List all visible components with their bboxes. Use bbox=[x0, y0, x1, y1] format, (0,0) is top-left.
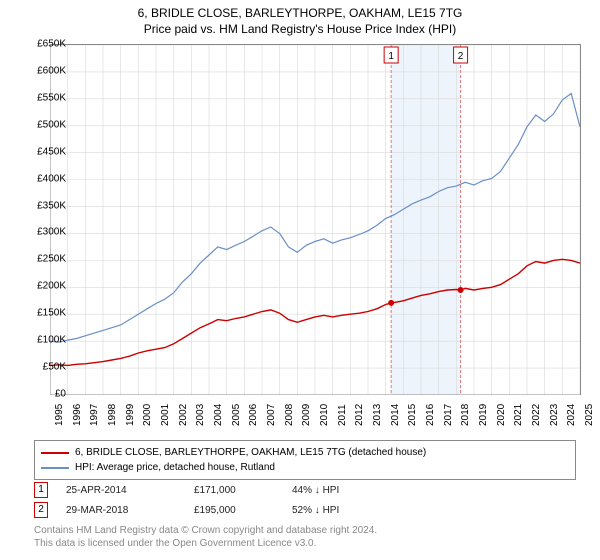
y-tick-label: £250K bbox=[37, 254, 66, 265]
table-row: 2 29-MAR-2018 £195,000 52% ↓ HPI bbox=[34, 502, 382, 518]
legend-swatch bbox=[41, 467, 69, 469]
y-tick-label: £550K bbox=[37, 92, 66, 103]
y-tick-label: £400K bbox=[37, 173, 66, 184]
y-tick-label: £200K bbox=[37, 281, 66, 292]
y-tick-label: £500K bbox=[37, 119, 66, 130]
x-tick-label: 2002 bbox=[178, 404, 189, 426]
x-tick-label: 2025 bbox=[584, 404, 595, 426]
y-tick-label: £300K bbox=[37, 227, 66, 238]
x-tick-label: 2015 bbox=[407, 404, 418, 426]
x-tick-label: 2018 bbox=[460, 404, 471, 426]
y-tick-label: £650K bbox=[37, 39, 66, 50]
x-tick-label: 2010 bbox=[319, 404, 330, 426]
x-tick-label: 2000 bbox=[142, 404, 153, 426]
legend-label: HPI: Average price, detached house, Rutl… bbox=[75, 460, 275, 475]
sale-date: 29-MAR-2018 bbox=[66, 505, 176, 516]
x-tick-label: 2016 bbox=[425, 404, 436, 426]
legend-item: HPI: Average price, detached house, Rutl… bbox=[41, 460, 569, 475]
x-tick-label: 2006 bbox=[248, 404, 259, 426]
legend-item: 6, BRIDLE CLOSE, BARLEYTHORPE, OAKHAM, L… bbox=[41, 445, 569, 460]
marker-badge: 2 bbox=[34, 502, 48, 518]
legend: 6, BRIDLE CLOSE, BARLEYTHORPE, OAKHAM, L… bbox=[34, 440, 576, 480]
legend-swatch bbox=[41, 452, 69, 454]
x-tick-label: 2020 bbox=[496, 404, 507, 426]
x-tick-label: 2007 bbox=[266, 404, 277, 426]
x-tick-label: 2012 bbox=[354, 404, 365, 426]
marker-badge: 1 bbox=[34, 482, 48, 498]
x-tick-label: 2008 bbox=[284, 404, 295, 426]
sale-price: £171,000 bbox=[194, 485, 274, 496]
x-tick-label: 1997 bbox=[89, 404, 100, 426]
x-tick-label: 1999 bbox=[125, 404, 136, 426]
svg-text:1: 1 bbox=[388, 51, 394, 62]
footnote: Contains HM Land Registry data © Crown c… bbox=[34, 524, 377, 550]
x-tick-label: 2014 bbox=[390, 404, 401, 426]
x-tick-label: 1998 bbox=[107, 404, 118, 426]
chart-title: 6, BRIDLE CLOSE, BARLEYTHORPE, OAKHAM, L… bbox=[0, 0, 600, 20]
y-tick-label: £350K bbox=[37, 200, 66, 211]
x-tick-label: 2019 bbox=[478, 404, 489, 426]
table-row: 1 25-APR-2014 £171,000 44% ↓ HPI bbox=[34, 482, 382, 498]
footnote-line: Contains HM Land Registry data © Crown c… bbox=[34, 524, 377, 537]
y-tick-label: £50K bbox=[43, 362, 66, 373]
x-tick-label: 2011 bbox=[337, 404, 348, 426]
x-tick-label: 2022 bbox=[531, 404, 542, 426]
sales-table: 1 25-APR-2014 £171,000 44% ↓ HPI 2 29-MA… bbox=[34, 482, 382, 522]
chart-svg: 12 bbox=[50, 45, 580, 395]
x-tick-label: 2003 bbox=[195, 404, 206, 426]
y-tick-label: £0 bbox=[55, 389, 66, 400]
x-tick-label: 2023 bbox=[549, 404, 560, 426]
chart-container: 6, BRIDLE CLOSE, BARLEYTHORPE, OAKHAM, L… bbox=[0, 0, 600, 560]
svg-text:2: 2 bbox=[458, 51, 464, 62]
y-tick-label: £450K bbox=[37, 146, 66, 157]
sale-pct: 44% ↓ HPI bbox=[292, 485, 382, 496]
legend-label: 6, BRIDLE CLOSE, BARLEYTHORPE, OAKHAM, L… bbox=[75, 445, 426, 460]
sale-pct: 52% ↓ HPI bbox=[292, 505, 382, 516]
footnote-line: This data is licensed under the Open Gov… bbox=[34, 537, 377, 550]
x-tick-label: 2021 bbox=[513, 404, 524, 426]
x-tick-label: 2017 bbox=[443, 404, 454, 426]
x-tick-label: 1996 bbox=[72, 404, 83, 426]
chart-subtitle: Price paid vs. HM Land Registry's House … bbox=[0, 20, 600, 36]
x-tick-label: 2013 bbox=[372, 404, 383, 426]
y-tick-label: £100K bbox=[37, 335, 66, 346]
x-tick-label: 2009 bbox=[301, 404, 312, 426]
chart-plot-area: 12 bbox=[50, 44, 581, 395]
y-tick-label: £600K bbox=[37, 65, 66, 76]
x-tick-label: 2024 bbox=[566, 404, 577, 426]
y-tick-label: £150K bbox=[37, 308, 66, 319]
x-tick-label: 1995 bbox=[54, 404, 65, 426]
sale-date: 25-APR-2014 bbox=[66, 485, 176, 496]
x-tick-label: 2004 bbox=[213, 404, 224, 426]
x-tick-label: 2005 bbox=[231, 404, 242, 426]
x-tick-label: 2001 bbox=[160, 404, 171, 426]
sale-price: £195,000 bbox=[194, 505, 274, 516]
